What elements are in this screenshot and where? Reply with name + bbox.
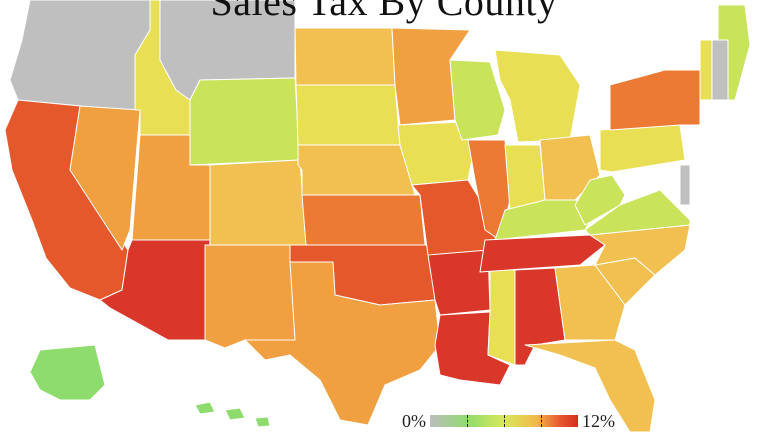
- region-colorado: [209, 159, 307, 246]
- region-arkansas: [427, 249, 491, 316]
- legend-tick: [541, 415, 542, 427]
- region-georgia: [554, 264, 626, 341]
- region-florida: [524, 339, 656, 432]
- region-wyoming: [189, 77, 301, 166]
- region-new-york: [609, 69, 701, 131]
- region-nebraska: [297, 144, 416, 196]
- region-nevada: [69, 105, 141, 251]
- region-vermont: [699, 39, 713, 101]
- region-south-dakota: [295, 84, 401, 146]
- legend-min-label: 0%: [402, 411, 426, 431]
- legend-gradient-bar: [430, 415, 578, 427]
- region-indiana: [504, 144, 546, 211]
- region-north-dakota: [294, 27, 396, 86]
- region-michigan: [494, 49, 581, 143]
- region-pennsylvania: [599, 124, 686, 173]
- map-title: Sales Tax By County: [210, 0, 558, 24]
- region-texas: [244, 261, 441, 426]
- region-hawaii: [194, 401, 271, 428]
- region-new-hampshire: [711, 39, 729, 101]
- region-maine: [717, 4, 751, 101]
- region-wisconsin: [449, 59, 506, 141]
- legend-tick: [504, 415, 505, 427]
- region-mississippi: [487, 269, 516, 366]
- region-north-carolina: [589, 224, 691, 276]
- color-scale-legend: 0% 12%: [402, 411, 615, 431]
- region-tennessee: [479, 234, 606, 273]
- region-west-virginia: [574, 174, 626, 226]
- region-kansas: [301, 194, 426, 246]
- legend-tick: [467, 415, 468, 427]
- legend-max-label: 12%: [582, 411, 615, 431]
- region-alaska: [29, 344, 106, 401]
- region-delaware: [679, 164, 691, 206]
- region-new-mexico: [204, 244, 296, 349]
